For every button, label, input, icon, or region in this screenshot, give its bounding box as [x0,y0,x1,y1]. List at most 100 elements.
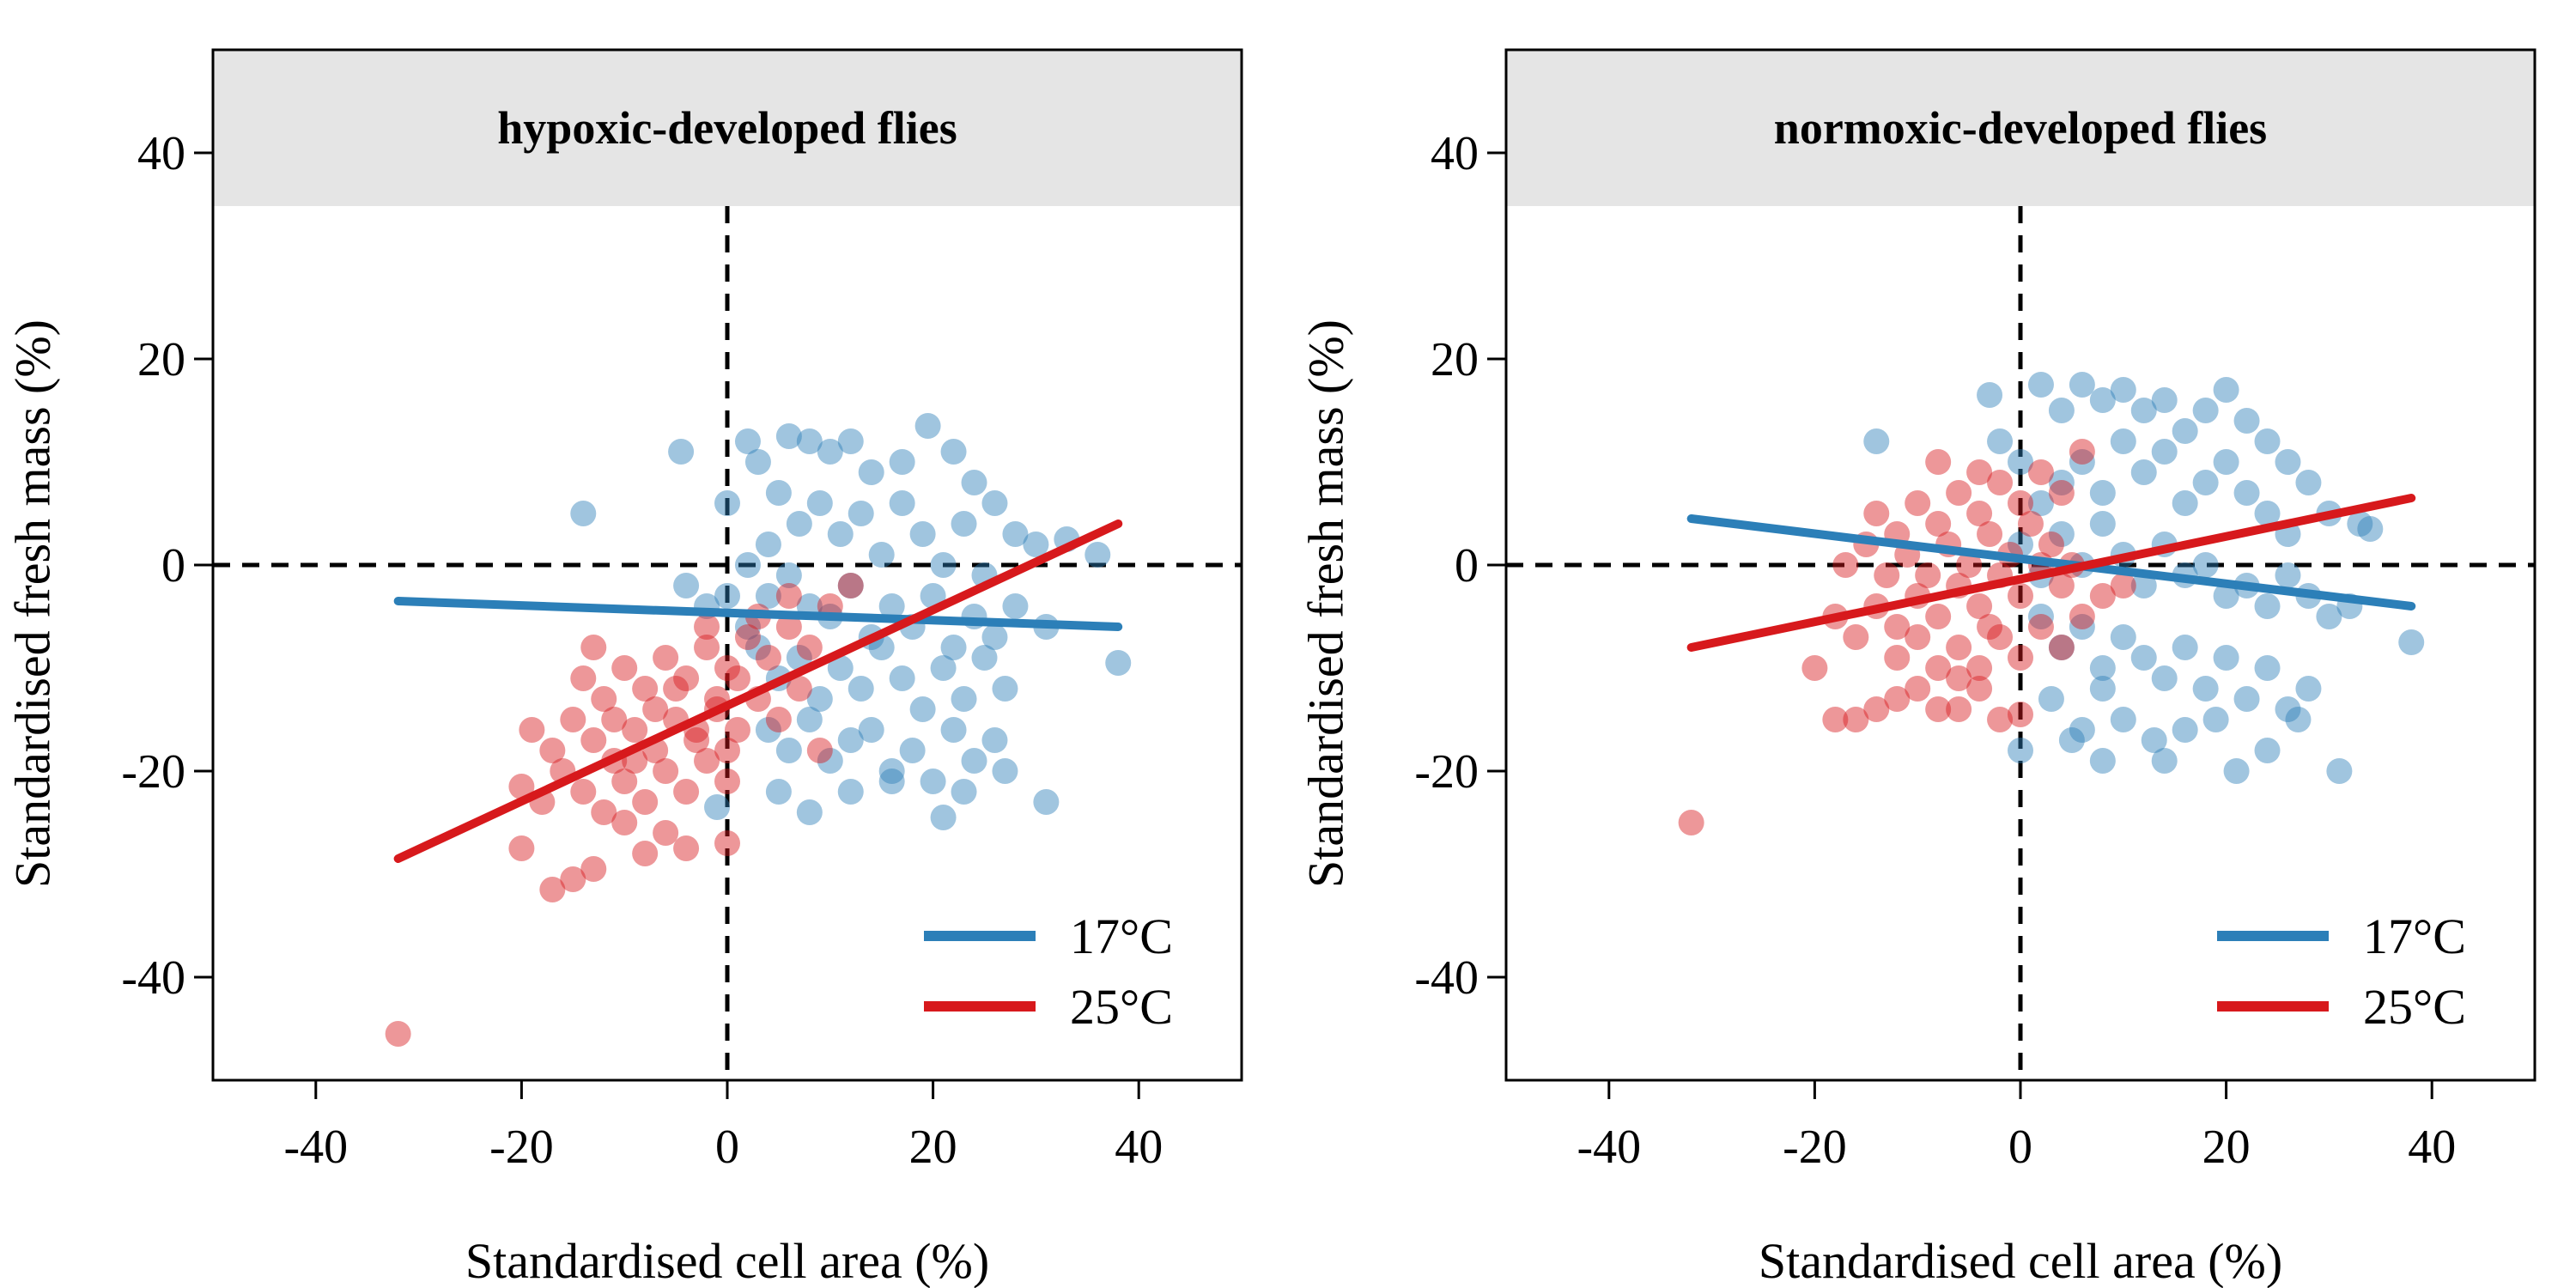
data-point [1905,490,1931,516]
data-point [1678,810,1704,835]
data-point [2151,387,2178,413]
data-point [2089,748,2116,774]
data-point [2398,629,2425,655]
data-point [2110,377,2136,403]
panel-1: hypoxic-developed flies -40 -20 0 20 40 -40 -20… [5,48,1243,1288]
data-point [2316,604,2342,629]
data-point [2347,511,2373,537]
data-point [2038,532,2064,557]
data-point [992,758,1018,784]
data-point [930,552,957,578]
x-tick-label: -20 [489,1121,554,1174]
data-point [951,511,977,537]
data-point [2275,562,2301,588]
data-point [2008,645,2033,671]
panel-2: normoxic-developed flies -40 -20 0 20 40 -40 -2… [1298,48,2537,1288]
data-point [1925,696,1952,722]
x-tick-label: 0 [715,1121,739,1174]
y-tick-label: -20 [121,745,185,799]
data-point [858,717,884,743]
data-point [837,573,864,598]
data-point [868,542,895,568]
data-point [796,635,823,660]
y-tick-label: 0 [1455,539,1479,592]
data-point [755,717,781,743]
data-point [1946,635,1972,660]
data-point [827,655,854,681]
data-point [837,779,864,805]
data-point [920,769,946,794]
data-point [673,835,700,861]
data-point [1874,562,1900,588]
data-point [858,459,884,485]
data-point [1843,624,1869,650]
data-point [806,490,833,516]
data-point [878,769,905,794]
data-point [744,635,771,660]
y-axis-label: Standardised fresh mass (%) [1298,319,1354,888]
data-point [2130,398,2157,423]
data-point [878,758,905,784]
data-point [1822,707,1849,732]
data-point [2295,676,2322,702]
data-point [2223,758,2250,784]
data-point [2027,459,2054,485]
data-point [1105,650,1132,676]
data-point [673,779,700,805]
data-point [2151,748,2178,774]
legend-label: 25°C [2363,979,2466,1035]
data-point [2233,408,2260,434]
data-point [2110,573,2136,598]
data-point [961,748,987,774]
data-point [724,665,750,691]
data-point [1925,511,1952,537]
data-point [2048,480,2075,506]
data-point [1905,676,1931,702]
plot-area [1678,372,2425,835]
data-point [2285,707,2312,732]
data-point [2089,583,2116,609]
data-point [2295,470,2322,495]
data-point [1966,676,1993,702]
data-point [1977,521,2003,547]
data-point [961,470,987,495]
data-point [2192,676,2219,702]
data-point [714,738,740,763]
data-point [580,727,607,753]
data-point [2141,727,2167,753]
data-point [714,830,740,856]
data-point [2192,552,2219,578]
data-point [653,645,679,671]
data-point [1946,665,1972,691]
data-point [1925,449,1952,475]
x-tick-label: 0 [2008,1121,2032,1174]
data-point [806,738,833,763]
data-point [1946,480,1972,506]
data-point [694,635,720,660]
data-point [775,614,802,640]
data-point [539,738,566,763]
data-point [734,552,761,578]
data-point [2254,501,2281,526]
fit-line-25c [1686,494,2416,652]
data-point [714,490,740,516]
data-point [508,835,535,861]
data-point [724,717,750,743]
fit-line-17c [1686,514,2416,611]
data-point [632,789,659,815]
data-point [2233,480,2260,506]
data-point [734,624,761,650]
data-point [2202,707,2229,732]
data-point [2275,696,2301,722]
data-point [668,439,695,465]
data-point [683,727,710,753]
data-point [508,774,535,799]
data-point [591,799,617,825]
data-point [796,428,823,454]
data-point [2151,665,2178,691]
data-point [765,707,792,732]
data-point [1946,696,1972,722]
data-point [2008,449,2033,475]
data-point [642,696,669,722]
data-point [889,449,915,475]
